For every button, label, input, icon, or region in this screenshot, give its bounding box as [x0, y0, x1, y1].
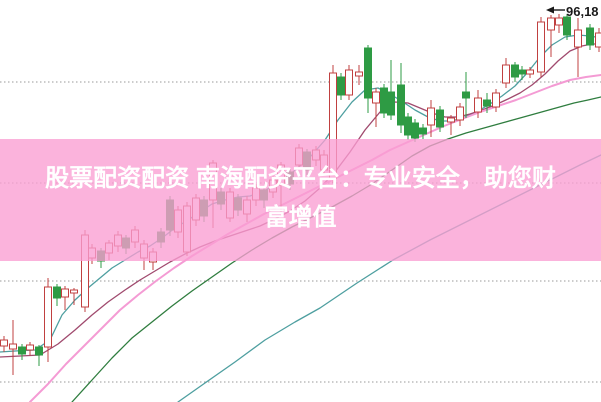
- candle-body: [547, 17, 555, 31]
- candle-body: [555, 17, 563, 26]
- candle-body: [35, 346, 43, 356]
- candle-body: [502, 64, 510, 84]
- candle-body: [427, 107, 435, 126]
- candle-body: [526, 69, 534, 75]
- candle-body: [380, 87, 388, 114]
- candle-body: [419, 127, 427, 135]
- candle-body: [447, 117, 455, 123]
- candle-body: [70, 289, 78, 294]
- candle-body: [462, 91, 470, 99]
- candle-body: [483, 99, 491, 107]
- candle-body: [0, 339, 8, 347]
- candle-body: [511, 64, 519, 78]
- candle-body: [337, 76, 345, 96]
- candle-body: [397, 84, 405, 126]
- candle-body: [372, 91, 380, 104]
- candle-body: [345, 69, 353, 96]
- candle-body: [411, 122, 419, 139]
- candle-body: [595, 32, 601, 48]
- candle-body: [563, 16, 571, 36]
- candle-body: [436, 109, 444, 128]
- candle-body: [18, 346, 26, 355]
- candle-body: [574, 29, 582, 48]
- candle-body: [537, 21, 545, 73]
- candle-body: [518, 69, 526, 75]
- candle-body: [53, 286, 61, 299]
- candle-body: [355, 71, 363, 77]
- promo-text-line-2: 富增值: [264, 204, 337, 231]
- candle-body: [474, 97, 482, 113]
- candle-body: [586, 27, 594, 46]
- candle-body: [456, 106, 464, 121]
- candle-body: [44, 286, 52, 348]
- candle-body: [492, 92, 500, 108]
- candle-body: [26, 344, 34, 351]
- candle-body: [61, 288, 69, 298]
- last-price-label: 96,18: [566, 4, 599, 19]
- promo-text-line-1: 股票配资配资 南海配资平台：专业安全，助您财: [45, 165, 556, 192]
- candle-body: [9, 343, 17, 350]
- candle-body: [404, 116, 412, 136]
- candle-body: [364, 47, 372, 99]
- promo-banner: 股票配资配资 南海配资平台：专业安全，助您财 富增值: [0, 139, 601, 261]
- price-arrow-head: [546, 6, 554, 14]
- candle-body: [387, 91, 395, 116]
